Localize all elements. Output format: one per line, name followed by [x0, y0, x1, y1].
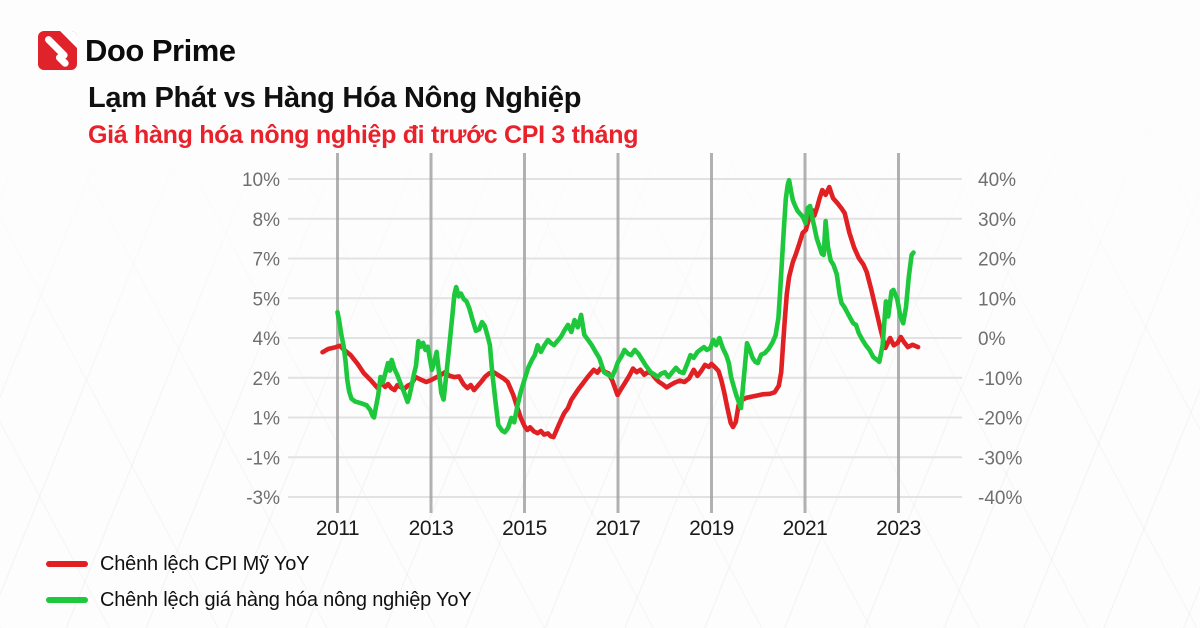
left-axis-tick-label: -3%	[246, 488, 280, 509]
green-line-swatch	[46, 597, 88, 603]
left-axis-tick-label: 10%	[242, 170, 280, 191]
right-axis-tick-label: -30%	[978, 448, 1022, 469]
left-axis-tick-label: 8%	[253, 210, 281, 231]
left-axis-tick-label: 1%	[253, 409, 281, 430]
left-axis-tick-label: 7%	[253, 250, 281, 271]
page-title: Lạm Phát vs Hàng Hóa Nông Nghiệp	[88, 82, 582, 114]
red-line-swatch	[46, 561, 88, 567]
page-subtitle: Giá hàng hóa nông nghiệp đi trước CPI 3 …	[88, 121, 639, 149]
x-axis-year-label: 2011	[316, 517, 359, 540]
right-axis-tick-label: -10%	[978, 369, 1022, 390]
right-axis-tick-label: -20%	[978, 409, 1022, 430]
x-axis-year-label: 2017	[596, 517, 641, 540]
x-axis-year-label: 2021	[783, 517, 828, 540]
left-axis-tick-label: 5%	[253, 289, 281, 310]
legend-label-agri: Chênh lệch giá hàng hóa nông nghiệp YoY	[100, 588, 472, 611]
chart-legend: Chênh lệch CPI Mỹ YoY Chênh lệch giá hàn…	[46, 546, 472, 618]
left-axis-tick-label: 4%	[253, 329, 281, 350]
x-axis-year-label: 2015	[502, 517, 547, 540]
legend-item-cpi: Chênh lệch CPI Mỹ YoY	[46, 546, 471, 582]
series-line-cpi	[320, 184, 921, 440]
right-axis-tick-label: 0%	[978, 329, 1006, 350]
legend-label-cpi: Chênh lệch CPI Mỹ YoY	[100, 552, 310, 575]
legend-item-agri: Chênh lệch giá hàng hóa nông nghiệp YoY	[46, 582, 472, 618]
doo-prime-logo-icon	[38, 31, 77, 70]
x-axis-year-label: 2019	[689, 517, 734, 540]
right-axis-tick-label: 20%	[978, 250, 1016, 271]
right-axis-tick-label: -40%	[978, 488, 1022, 509]
right-axis-tick-label: 40%	[978, 170, 1016, 191]
left-axis-tick-label: -1%	[246, 448, 280, 469]
series-line-agri	[335, 177, 916, 435]
x-axis-year-label: 2013	[409, 517, 454, 540]
x-axis-year-label: 2023	[876, 517, 921, 540]
right-axis-tick-label: 10%	[978, 289, 1016, 310]
brand-name: Doo Prime	[85, 33, 236, 68]
right-axis-tick-label: 30%	[978, 210, 1016, 231]
left-axis-tick-label: 2%	[253, 369, 281, 390]
